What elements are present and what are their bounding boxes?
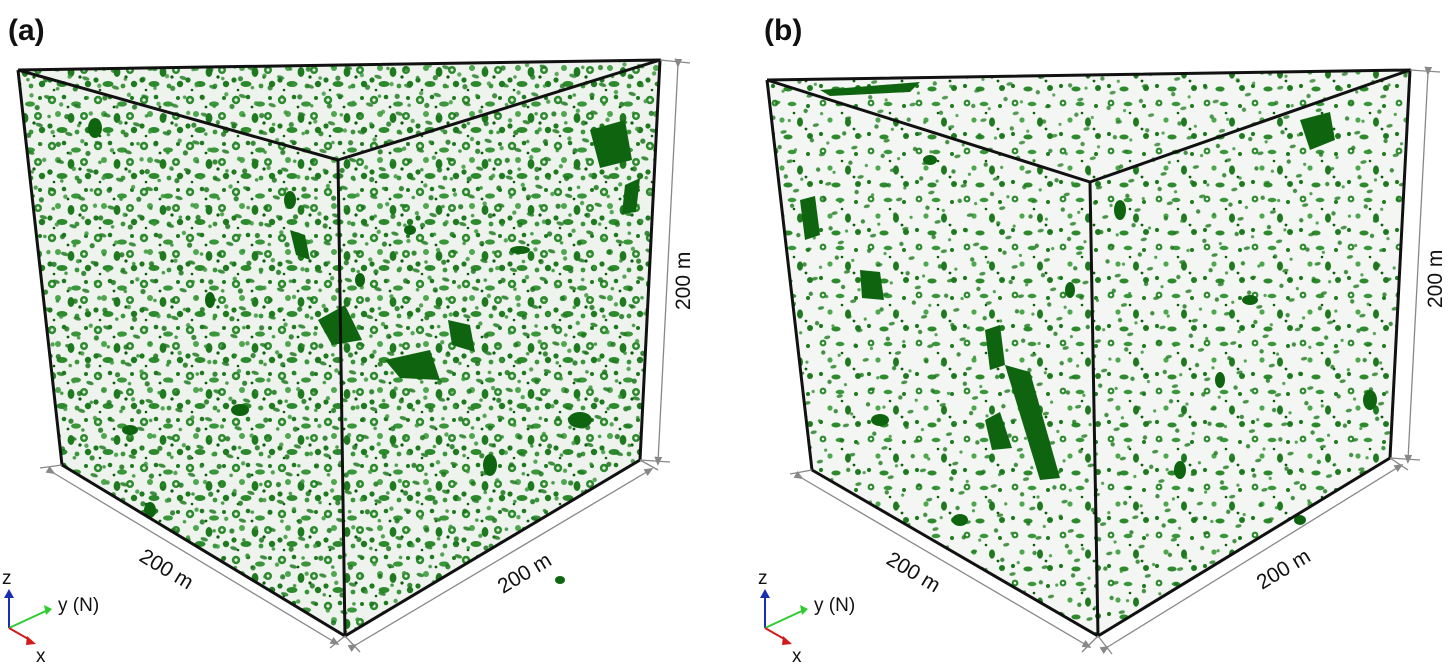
dimension-label-height: 200 m (672, 252, 695, 310)
dimension-label-left: 200 m (135, 545, 197, 595)
axis-label-z: z (758, 568, 768, 589)
dimension-label-left: 200 m (882, 548, 944, 598)
dimension-label-right: 200 m (494, 549, 556, 599)
axis-label-x: x (792, 646, 802, 665)
dimension-lines (789, 66, 1441, 655)
dimension-lines (39, 58, 691, 653)
z-axis-arrow (4, 589, 14, 598)
x-axis-arrow (26, 636, 36, 645)
axis-label-z: z (2, 568, 12, 589)
panel-b: (b) 200 m 200 m 200 m z y (N) x (758, 14, 1447, 665)
x-axis-arrow (782, 636, 792, 645)
panel-label: (b) (764, 14, 802, 47)
panel-a: (a) 200 m 200 m 200 m z y (N) x (2, 14, 695, 665)
axis-label-y: y (N) (58, 595, 99, 616)
z-axis-arrow (760, 589, 770, 598)
axis-label-x: x (36, 646, 46, 665)
dimension-label-height: 200 m (1424, 250, 1447, 308)
axis-label-y: y (N) (814, 595, 855, 616)
axis-triad: z y (N) x (2, 568, 99, 665)
axis-triad: z y (N) x (758, 568, 855, 665)
y-axis-arrow (44, 605, 52, 615)
y-axis-arrow (800, 605, 808, 615)
panel-label: (a) (8, 14, 45, 47)
